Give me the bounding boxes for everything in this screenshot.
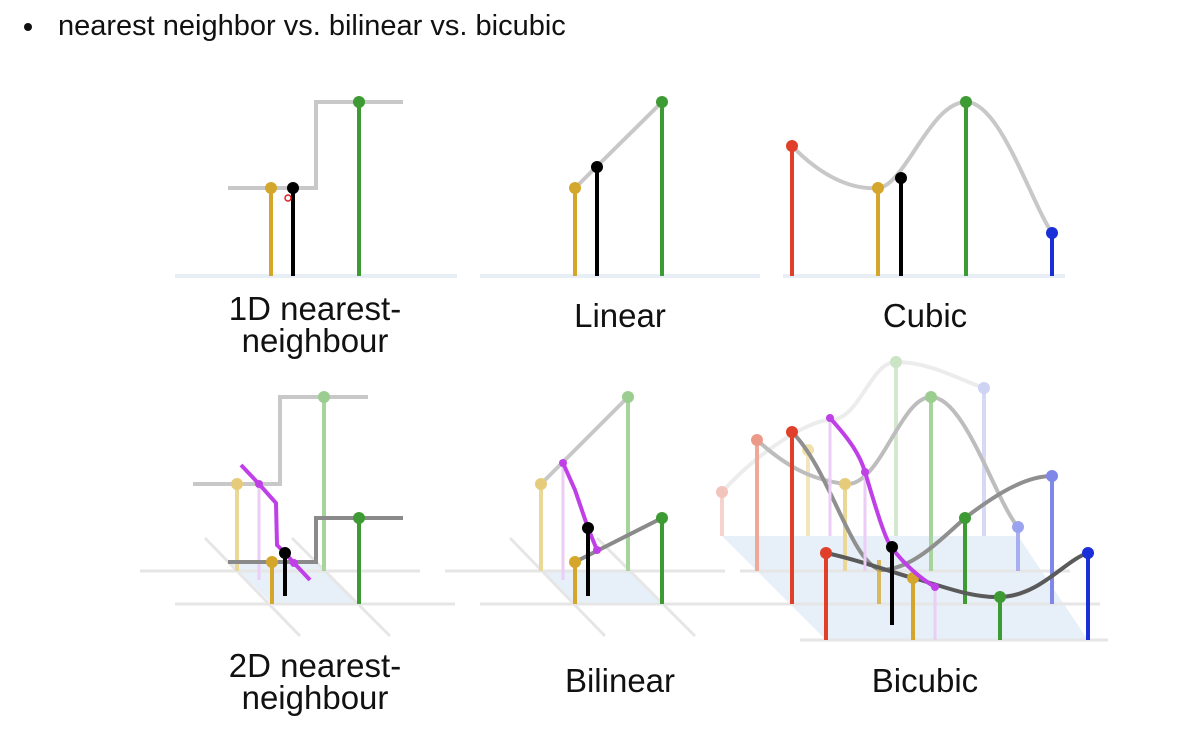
panel-nn2d [140,391,455,638]
cursor-marker-icon [284,194,292,202]
linear-curve [573,100,664,190]
cubic-curve [790,99,1054,235]
cubic-sample-yellow [872,182,884,194]
linear-interpolated-point [591,161,603,173]
caption-nn2d: 2D nearest- neighbour [200,647,430,716]
nn1d-sample-green [353,96,365,108]
nn1d-step-curve [228,100,403,190]
nn1d-sample-yellow [265,182,277,194]
nn2d-interpolated-point [279,547,291,559]
bicubic-interpolation-path [828,416,937,589]
panel-bilinear [445,391,760,638]
panel-bicubic [716,356,1108,642]
bilinear-interpolated-point [582,522,594,534]
caption-linear-text: Linear [574,297,666,334]
bilinear-interpolation-path [561,462,599,551]
nn1d-interpolated-point [287,182,299,194]
cubic-sample-green [960,96,972,108]
bullet-heading: nearest neighbor vs. bilinear vs. bicubi… [20,10,566,43]
heading-text: nearest neighbor vs. bilinear vs. bicubi… [58,10,566,42]
caption-bicubic-text: Bicubic [871,662,979,699]
caption-bilinear-text: Bilinear [564,662,676,699]
cubic-sample-blue [1046,227,1058,239]
bullet-icon [24,22,32,31]
bicubic-interpolated-point [886,541,898,553]
caption-nn1d-text: 1D nearest- neighbour [228,290,402,359]
caption-cubic-text: Cubic [882,297,968,334]
bicubic-base-plane [722,536,1088,640]
linear-sample-green [656,96,668,108]
caption-linear: Linear [500,297,740,334]
linear-sample-yellow [569,182,581,194]
caption-bicubic: Bicubic [805,662,1045,699]
cubic-interpolated-point [895,172,907,184]
cubic-sample-red [786,140,798,152]
caption-nn2d-text: 2D nearest- neighbour [228,647,402,716]
panel-linear [480,96,760,278]
panel-nn1d [175,96,457,278]
panel-cubic [783,96,1065,278]
caption-bilinear: Bilinear [500,662,740,699]
caption-cubic: Cubic [805,297,1045,334]
caption-nn1d: 1D nearest- neighbour [200,290,430,359]
bilinear-base-plane [541,571,662,604]
